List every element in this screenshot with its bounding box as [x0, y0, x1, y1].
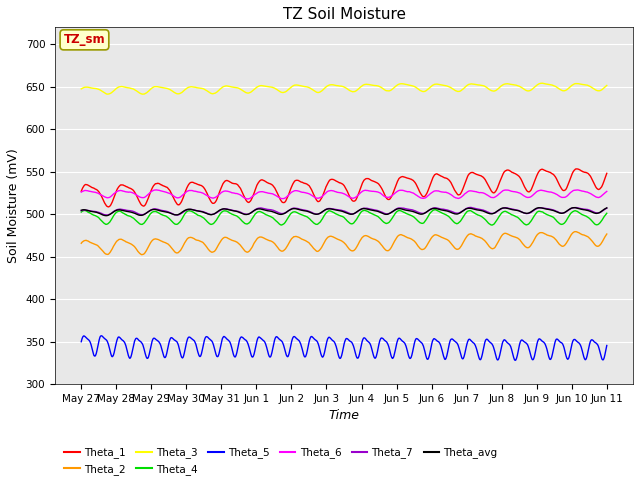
Theta_6 — [253, 190, 261, 196]
Line: Theta_2: Theta_2 — [81, 232, 607, 255]
Theta_4 — [195, 213, 202, 218]
Line: Theta_5: Theta_5 — [81, 336, 607, 360]
Theta_1 — [77, 188, 85, 194]
Theta_4 — [278, 222, 285, 228]
Theta_7 — [253, 206, 261, 212]
Theta_3 — [495, 86, 502, 92]
Theta_2 — [195, 238, 202, 243]
Theta_6 — [573, 187, 580, 193]
Theta_3 — [603, 83, 611, 88]
Theta_3 — [538, 80, 546, 86]
Line: Theta_7: Theta_7 — [81, 207, 607, 215]
Theta_3 — [77, 86, 85, 92]
Theta_2 — [182, 238, 189, 244]
Line: Theta_6: Theta_6 — [81, 190, 607, 199]
Theta_3 — [426, 85, 433, 91]
Theta_2 — [495, 239, 502, 244]
Theta_7 — [426, 207, 433, 213]
Theta_2 — [77, 240, 85, 246]
Theta_4 — [77, 209, 85, 215]
Theta_1 — [182, 188, 189, 193]
Theta_avg — [195, 208, 202, 214]
Theta_6 — [426, 192, 433, 197]
Theta_avg — [495, 207, 502, 213]
Theta_5 — [495, 357, 502, 362]
Theta_3 — [182, 86, 189, 92]
Theta_avg — [182, 207, 189, 213]
Theta_7 — [603, 205, 611, 211]
Theta_3 — [140, 91, 147, 97]
Theta_4 — [426, 211, 433, 216]
Theta_2 — [603, 231, 611, 237]
Theta_6 — [495, 192, 502, 197]
Theta_7 — [77, 208, 85, 214]
Theta_7 — [195, 208, 202, 214]
Theta_1 — [195, 182, 202, 188]
Line: Theta_4: Theta_4 — [81, 210, 607, 225]
Theta_2 — [541, 231, 548, 237]
Text: TZ_sm: TZ_sm — [63, 33, 105, 47]
Theta_3 — [541, 81, 549, 87]
Theta_avg — [102, 213, 110, 218]
Legend: Theta_1, Theta_2, Theta_3, Theta_4, Theta_5, Theta_6, Theta_7, Theta_avg: Theta_1, Theta_2, Theta_3, Theta_4, Thet… — [60, 444, 502, 479]
Theta_5 — [182, 344, 189, 349]
Theta_4 — [431, 207, 439, 213]
Theta_5 — [77, 339, 85, 345]
Theta_avg — [541, 206, 548, 212]
Theta_7 — [173, 212, 180, 218]
Line: Theta_3: Theta_3 — [81, 83, 607, 94]
Theta_avg — [77, 207, 85, 213]
X-axis label: Time: Time — [328, 409, 360, 422]
Theta_6 — [195, 189, 202, 195]
Theta_4 — [253, 209, 260, 215]
Theta_4 — [603, 210, 611, 216]
Theta_1 — [573, 166, 580, 172]
Theta_1 — [104, 204, 112, 210]
Theta_6 — [603, 189, 611, 194]
Theta_1 — [603, 170, 611, 176]
Theta_2 — [426, 238, 433, 243]
Theta_1 — [426, 183, 433, 189]
Theta_5 — [253, 337, 261, 343]
Theta_avg — [253, 206, 261, 212]
Theta_5 — [195, 351, 202, 357]
Theta_6 — [244, 196, 252, 202]
Theta_4 — [495, 214, 502, 220]
Theta_7 — [467, 204, 475, 210]
Theta_5 — [603, 343, 611, 348]
Theta_5 — [541, 341, 549, 347]
Y-axis label: Soil Moisture (mV): Soil Moisture (mV) — [7, 148, 20, 263]
Theta_5 — [426, 351, 433, 357]
Theta_2 — [253, 236, 261, 241]
Theta_5 — [511, 358, 519, 363]
Theta_6 — [541, 188, 548, 194]
Theta_5 — [97, 333, 105, 338]
Line: Theta_1: Theta_1 — [81, 169, 607, 207]
Theta_1 — [541, 168, 548, 173]
Theta_7 — [541, 205, 549, 211]
Theta_7 — [495, 207, 502, 213]
Theta_avg — [603, 205, 611, 211]
Theta_3 — [195, 85, 202, 91]
Theta_2 — [138, 252, 146, 258]
Theta_6 — [182, 190, 189, 196]
Theta_1 — [495, 183, 502, 189]
Theta_4 — [541, 211, 549, 216]
Title: TZ Soil Moisture: TZ Soil Moisture — [282, 7, 406, 22]
Theta_6 — [77, 189, 85, 195]
Theta_4 — [182, 210, 189, 216]
Line: Theta_avg: Theta_avg — [81, 208, 607, 216]
Theta_2 — [572, 229, 580, 235]
Theta_7 — [182, 208, 189, 214]
Theta_avg — [426, 207, 433, 213]
Theta_avg — [571, 205, 579, 211]
Theta_3 — [253, 84, 261, 90]
Theta_1 — [253, 181, 261, 187]
